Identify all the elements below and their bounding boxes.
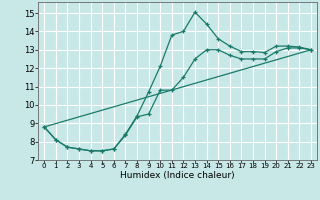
X-axis label: Humidex (Indice chaleur): Humidex (Indice chaleur) (120, 171, 235, 180)
